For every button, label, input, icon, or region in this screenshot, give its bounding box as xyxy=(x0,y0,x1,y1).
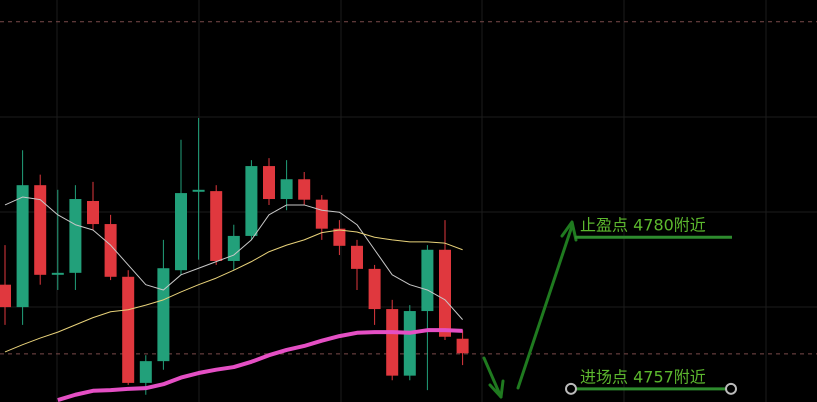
candle-body xyxy=(280,179,293,200)
candle-body xyxy=(210,191,223,261)
arrows xyxy=(482,220,578,399)
candle-body xyxy=(386,309,399,376)
annotation-handle xyxy=(565,382,577,395)
candle-body xyxy=(157,268,170,362)
candle-body xyxy=(192,189,205,192)
annotation-text: 进场点 4757附近 xyxy=(580,367,706,386)
candle-body xyxy=(104,224,117,277)
candle-body xyxy=(456,338,469,354)
candle-body xyxy=(351,245,363,269)
candle-body xyxy=(69,199,82,273)
down-arrow-head xyxy=(488,379,505,399)
annotation-text: 止盈点 4780附近 xyxy=(580,216,706,235)
ma-line xyxy=(4,229,463,353)
candle-body xyxy=(122,276,135,383)
candle-body xyxy=(245,166,258,236)
candle-body xyxy=(439,249,451,337)
candle-body xyxy=(139,361,152,383)
candle-body xyxy=(263,166,275,200)
candle-body xyxy=(227,235,240,261)
candle-body xyxy=(34,185,47,275)
candle-body xyxy=(298,179,311,200)
up-arrow xyxy=(516,224,574,390)
candle-body xyxy=(333,228,346,246)
up-arrow-head xyxy=(560,220,578,242)
candle-body xyxy=(51,272,64,275)
candle-body xyxy=(421,249,434,312)
candle-body xyxy=(368,268,381,310)
candle-body xyxy=(87,201,99,225)
candle-body xyxy=(315,199,328,229)
down-arrow xyxy=(482,356,503,399)
candle-body xyxy=(16,185,29,308)
plot xyxy=(0,21,817,402)
ma-line xyxy=(57,328,463,402)
candle-body xyxy=(403,311,416,376)
annotation-handle xyxy=(725,382,737,395)
ma-line xyxy=(4,196,463,320)
candle-body xyxy=(0,284,11,308)
candle-body xyxy=(175,193,187,271)
